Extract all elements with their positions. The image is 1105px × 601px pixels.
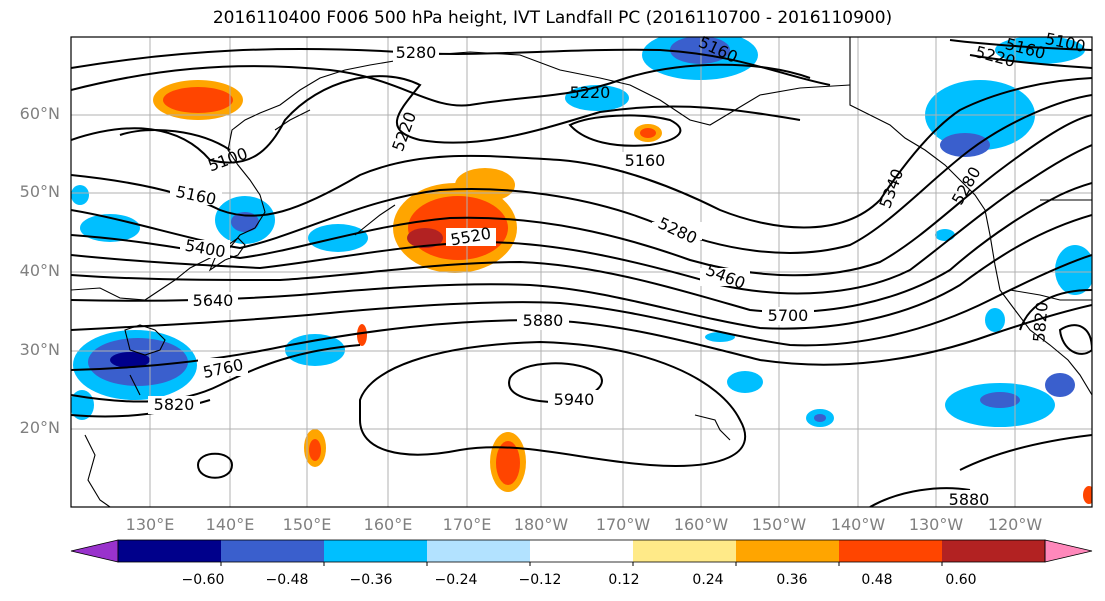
contour-label: 5940 [554, 390, 595, 409]
colorbar-segment [221, 540, 325, 562]
colorbar-extend-high [1044, 539, 1093, 563]
lon-label: 160°W [673, 515, 729, 534]
colorbar-segment [530, 540, 634, 562]
colorbar-tick-label: 0.36 [776, 572, 808, 588]
colorbar-tick-label: −0.60 [181, 572, 225, 588]
colorbar-segment [736, 540, 840, 562]
lat-label-30n: 30°N [19, 340, 60, 359]
colorbar-tick-label: −0.36 [349, 572, 393, 588]
lon-label: 160°E [363, 515, 413, 534]
colorbar-extend-low [70, 539, 119, 563]
lat-label-60n: 60°N [19, 104, 60, 123]
height-contours [71, 39, 1092, 507]
colorbar-segment [942, 540, 1046, 562]
lon-label: 140°W [830, 515, 886, 534]
lon-label: 180°W [513, 515, 569, 534]
colorbar-segment [633, 540, 737, 562]
contour-label: 5160 [625, 151, 666, 170]
contour-label: 5880 [523, 311, 564, 330]
colorbar-tick-label: −0.12 [518, 572, 562, 588]
lat-label-20n: 20°N [19, 418, 60, 437]
contour-label: 5880 [949, 490, 990, 509]
lat-label-40n: 40°N [19, 261, 60, 280]
colorbar-tick-label: −0.24 [434, 572, 478, 588]
colorbar-tick-label: 0.24 [692, 572, 724, 588]
lon-label: 130°E [125, 515, 175, 534]
map-frame [70, 36, 1093, 508]
lon-label: 150°E [282, 515, 332, 534]
contour-label: 5820 [1029, 301, 1051, 343]
colorbar-segment [427, 540, 531, 562]
lon-label: 140°E [205, 515, 255, 534]
lon-label: 120°W [987, 515, 1043, 534]
colorbar-segment [118, 540, 222, 562]
colorbar-tick-label: 0.60 [945, 572, 977, 588]
contour-label: 5820 [154, 395, 195, 414]
colorbar-tick-label: 0.48 [861, 572, 893, 588]
colorbar-tick-label: 0.12 [608, 572, 640, 588]
contour-label: 5640 [193, 291, 234, 310]
contour-label: 5220 [570, 83, 611, 102]
graticule [71, 37, 1092, 507]
lon-label: 170°W [595, 515, 651, 534]
lon-label: 170°E [442, 515, 492, 534]
contour-label: 5280 [396, 43, 437, 62]
colorbar-frame [117, 539, 1046, 563]
lon-label: 130°W [908, 515, 964, 534]
lon-label: 150°W [751, 515, 807, 534]
colorbar-segment [324, 540, 428, 562]
colorbar-segment [839, 540, 943, 562]
contour-label: 5700 [768, 306, 809, 325]
lat-label-50n: 50°N [19, 182, 60, 201]
colorbar-tick-label: −0.48 [265, 572, 309, 588]
colorbar [70, 539, 1093, 566]
figure-title: 2016110400 F006 500 hPa height, IVT Land… [212, 8, 893, 28]
